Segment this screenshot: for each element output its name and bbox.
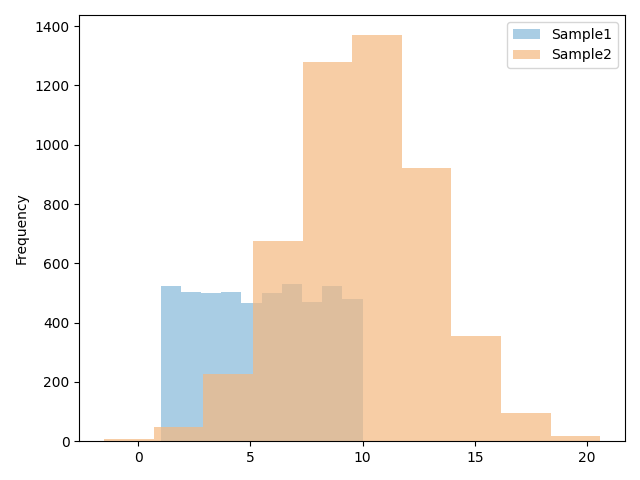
Bar bbox=[282, 284, 302, 441]
Bar bbox=[241, 303, 262, 441]
Bar bbox=[550, 436, 600, 441]
Bar bbox=[201, 293, 221, 441]
Bar bbox=[303, 62, 352, 441]
Bar bbox=[204, 374, 253, 441]
Bar bbox=[161, 286, 180, 441]
Bar bbox=[451, 336, 501, 441]
Bar bbox=[253, 240, 303, 441]
Y-axis label: Frequency: Frequency bbox=[15, 192, 29, 264]
Bar bbox=[221, 292, 241, 441]
Bar bbox=[501, 413, 550, 441]
Bar bbox=[180, 292, 201, 441]
Bar bbox=[104, 439, 154, 441]
Bar bbox=[402, 168, 451, 441]
Legend: Sample1, Sample2: Sample1, Sample2 bbox=[507, 22, 618, 68]
Bar bbox=[302, 302, 322, 441]
Bar bbox=[322, 287, 342, 441]
Bar bbox=[154, 427, 204, 441]
Bar bbox=[262, 293, 282, 441]
Bar bbox=[342, 299, 362, 441]
Bar bbox=[352, 36, 402, 441]
